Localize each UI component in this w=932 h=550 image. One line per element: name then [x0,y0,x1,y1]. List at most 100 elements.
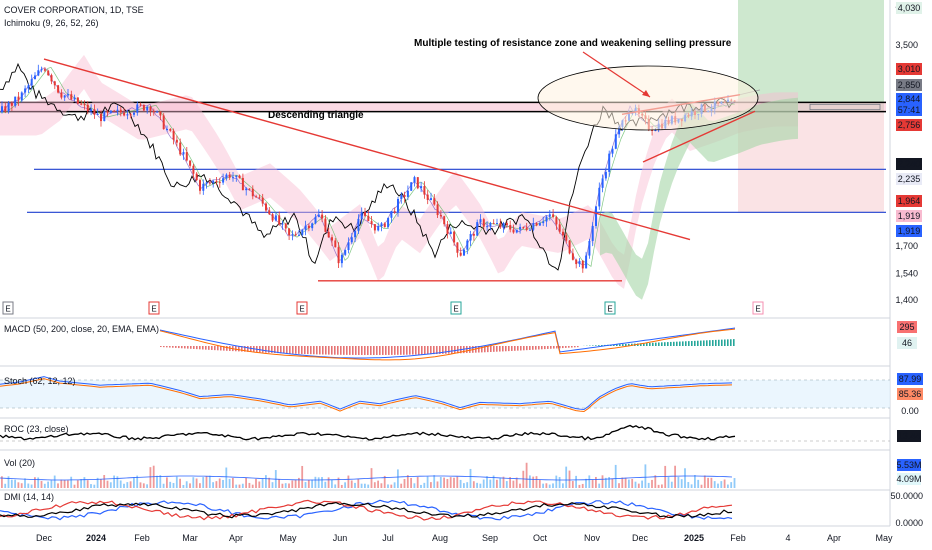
price-label-bg [896,210,922,222]
macd-hist-bar [517,346,519,351]
candle-body [109,110,112,113]
candle-body [393,211,396,213]
volume-bar [162,483,165,488]
macd-hist-bar [616,344,618,346]
volume-bar [545,483,548,488]
volume-bar [684,468,686,488]
price-label: 2,235 [896,173,922,185]
volume-bar [654,475,657,488]
volume-bar [212,482,214,488]
candle-body [568,240,571,254]
candle-body [241,177,244,191]
volume-bar [103,475,106,488]
candle-body [387,217,390,228]
macd-hist-bar [559,346,561,349]
candle-body [152,110,155,112]
volume-bar [377,480,379,488]
macd-hist-bar [502,346,504,352]
candle-body [552,214,555,218]
macd-hist-bar [577,346,579,348]
macd-line [159,327,736,359]
macd-hist-bar [664,342,666,346]
arrow-head [642,90,650,97]
volume-bar [268,477,271,488]
candle-body [604,171,607,179]
price-tick: 1,700 [895,241,918,251]
candle-body [271,214,274,221]
candle-body [265,203,267,211]
macd-hist-bar [553,346,555,349]
macd-hist-bar [427,346,429,355]
macd-hist-bar [541,346,543,350]
candle-body [509,225,512,230]
macd-hist-bar [688,341,690,346]
price-label-text: 2,235 [898,174,921,184]
macd-hist-bar [271,346,273,353]
price-label-bg [896,119,922,131]
macd-hist-bar [556,346,558,349]
earnings-marker-label: E [607,305,612,314]
macd-hist-bar [715,339,717,346]
candle-body [268,210,271,215]
candle-body [67,94,69,96]
rising-support [642,110,756,163]
volume-bar [436,481,439,488]
volume-bar [380,483,383,488]
candle-body [512,229,515,233]
time-tick: Sep [482,533,498,543]
candle-body [519,226,522,230]
macd-hist-bar [331,346,333,355]
macd-hist-bar [337,346,339,355]
volume-bar [433,475,436,488]
volume-bar [265,475,267,488]
volume-bar [657,484,660,488]
price-label-text: 2,850 [898,80,921,90]
candle-body [581,260,584,269]
volume-bar [628,479,630,488]
macd-hist-bar [625,343,627,346]
candle-body [591,225,594,241]
volume-bar [67,480,69,488]
volume-bar [641,480,643,488]
volume-bar [595,476,597,488]
macd-hist-bar [424,346,426,355]
candle-body [27,85,30,89]
earnings-marker [450,301,462,315]
candle-body [370,221,373,225]
volume-bar [225,467,228,488]
resistance-zone [0,102,886,112]
candle-body [571,253,574,260]
macd-hist-bar [439,346,441,354]
volume-bar [195,478,198,488]
macd-hist-bar [163,346,165,348]
volume-bar [463,483,465,488]
candle-body [439,215,442,217]
volume-bar [340,484,343,488]
candle-body [70,94,73,100]
candle-body [116,109,119,111]
candle-body [96,113,99,115]
candle-body [30,79,33,86]
candle-body [80,103,83,105]
price-label: 1,964 [896,195,922,207]
volume-bar [581,483,584,488]
macd-hist-bar [181,346,183,349]
volume-bar [7,476,10,488]
candle-body [406,190,409,197]
volume-bar [456,476,459,488]
volume-bar [387,484,389,488]
candle-body [274,215,277,221]
dmi-legend: DMI (14, 14) [4,492,54,502]
candle-body [20,92,23,101]
macd-hist-bar [484,346,486,353]
candle-body [47,70,50,76]
earnings-marker [752,301,764,315]
volume-bar [558,476,561,488]
candle-body [515,229,518,233]
macd-hist-bar [418,346,420,355]
volume-bar [390,484,393,488]
candle-body [133,112,135,115]
price-label: 2,756 [896,119,922,131]
macd-hist-bar [160,346,162,347]
